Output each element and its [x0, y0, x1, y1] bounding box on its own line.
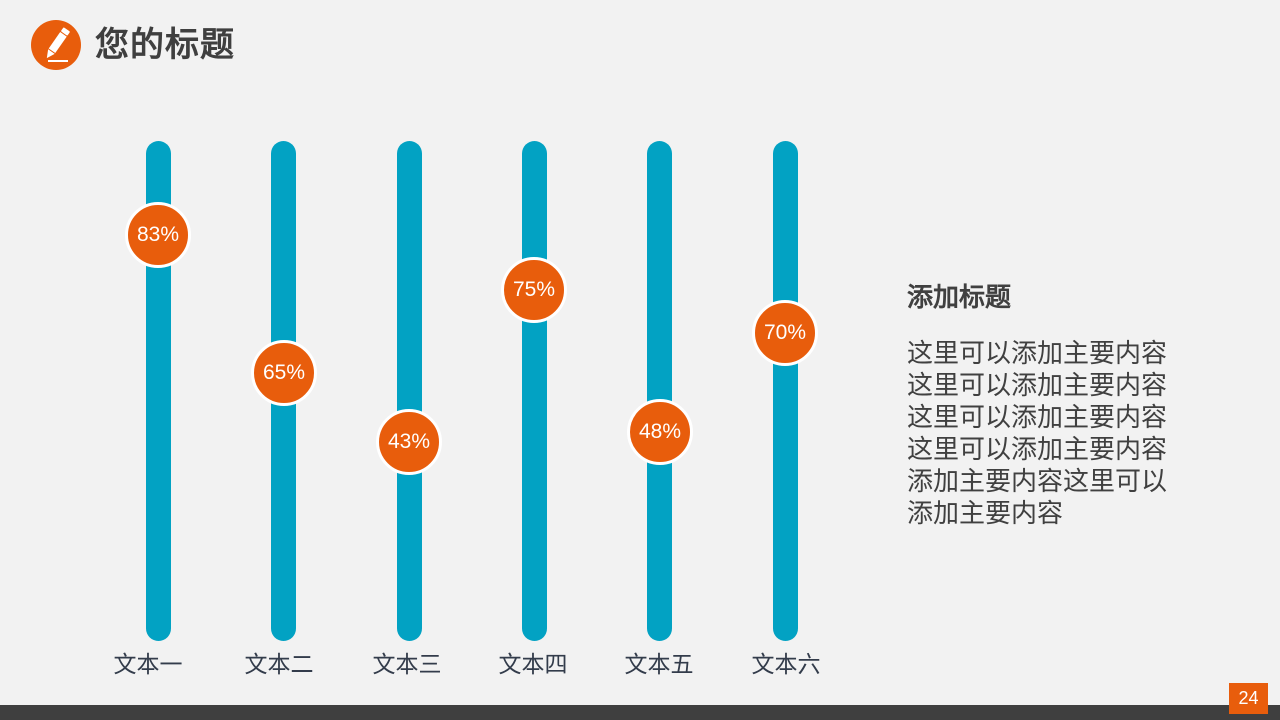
- category-label: 文本六: [751, 652, 821, 678]
- category-label: 文本三: [372, 652, 442, 678]
- value-marker: 65%: [251, 340, 317, 406]
- slider-chart: 83% 65% 43% 75% 48% 70% 文本一 文本二 文本三 文本四 …: [113, 141, 821, 678]
- value-marker: 43%: [376, 409, 442, 475]
- value-marker: 83%: [125, 202, 191, 268]
- body-line: 这里可以添加主要内容: [907, 403, 1168, 433]
- side-body-text: 这里可以添加主要内容 这里可以添加主要内容 这里可以添加主要内容 这里可以添加主…: [907, 338, 1207, 530]
- body-line: 这里可以添加主要内容: [907, 339, 1168, 369]
- bar-track: [773, 141, 798, 641]
- value-marker: 70%: [752, 300, 818, 366]
- body-line: 这里可以添加主要内容: [907, 435, 1168, 465]
- category-label: 文本一: [113, 652, 183, 678]
- category-label: 文本四: [498, 652, 568, 678]
- bar-track: [647, 141, 672, 641]
- side-heading: 添加标题: [907, 283, 1012, 313]
- bar-track: [522, 141, 547, 641]
- body-line: 这里可以添加主要内容: [907, 371, 1168, 401]
- pencil-icon: [31, 20, 81, 70]
- value-marker: 75%: [501, 257, 567, 323]
- body-line: 添加主要内容: [907, 499, 1064, 529]
- category-label: 文本五: [624, 652, 694, 678]
- bar-track: [397, 141, 422, 641]
- value-marker: 48%: [627, 399, 693, 465]
- page-number: 24: [1229, 683, 1268, 714]
- page-title: 您的标题: [95, 25, 235, 65]
- body-line: 添加主要内容这里可以: [907, 467, 1168, 497]
- category-label: 文本二: [244, 652, 314, 678]
- footer-bar: [0, 705, 1280, 720]
